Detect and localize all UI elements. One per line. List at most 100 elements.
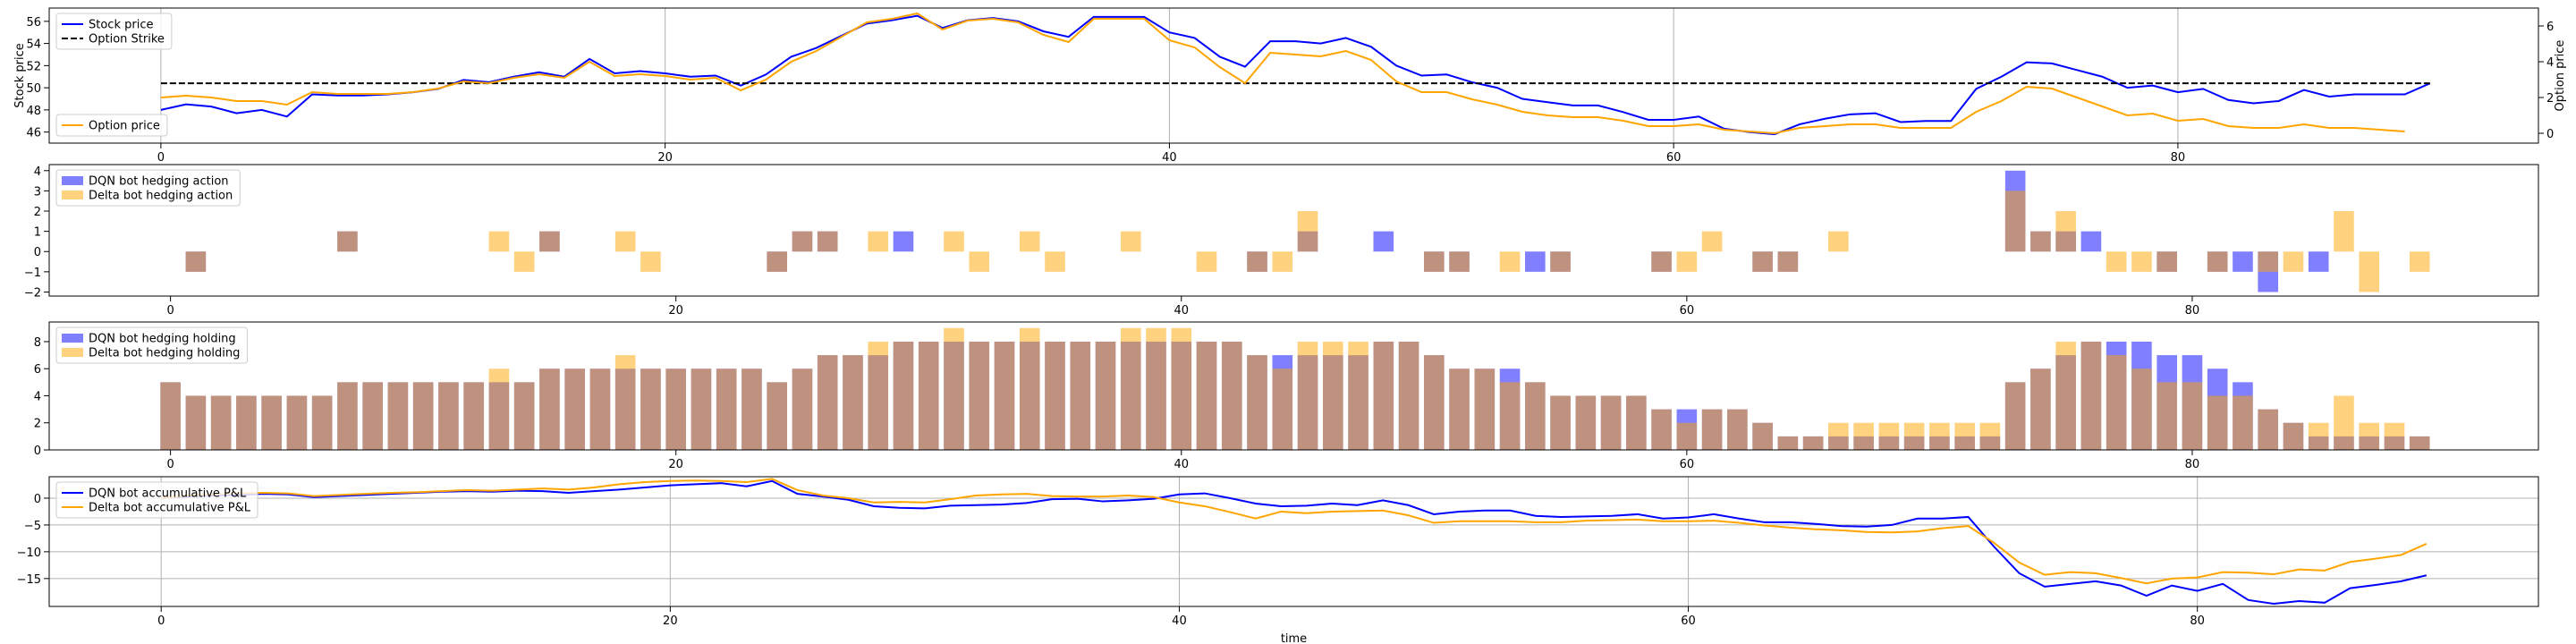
bar <box>387 382 409 450</box>
x-tick-label: 20 <box>657 151 673 165</box>
bar <box>1297 211 1318 252</box>
bar <box>792 369 813 450</box>
bar <box>1550 251 1571 272</box>
bar <box>1322 341 1343 450</box>
bar <box>539 369 560 450</box>
axes-frame <box>48 7 2539 144</box>
y-tick-label: −2 <box>24 286 41 300</box>
y-tick-label: 0 <box>34 246 41 259</box>
bar <box>1701 231 1723 252</box>
bar <box>944 231 964 252</box>
legend-label: Option price <box>89 120 160 133</box>
bar <box>1424 355 1445 450</box>
x-tick-label: 60 <box>1666 151 1682 165</box>
y-tick-label: 4 <box>34 390 41 403</box>
bar <box>2233 251 2253 272</box>
bar <box>1297 341 1318 450</box>
bar <box>210 395 232 450</box>
y-tick-label: 6 <box>34 363 41 377</box>
bar <box>1626 395 1647 450</box>
bar <box>1120 231 1141 252</box>
x-tick-label: 20 <box>668 304 683 318</box>
bar <box>539 231 560 252</box>
bar <box>1424 251 1445 272</box>
legend-box <box>55 169 241 207</box>
bar <box>2409 251 2430 272</box>
bar <box>1853 422 1874 450</box>
y-tick-label: 2 <box>34 418 41 431</box>
bar <box>488 231 510 252</box>
bar <box>1777 436 1799 450</box>
bar <box>1575 395 1597 450</box>
x-tick-label: 80 <box>2190 614 2205 628</box>
bar <box>2384 422 2405 450</box>
bar <box>1146 327 1166 450</box>
bar <box>1272 251 1293 272</box>
bar <box>2308 422 2329 450</box>
x-tick-label: 0 <box>166 304 174 318</box>
bar <box>2157 251 2177 272</box>
bar <box>160 382 181 450</box>
bar <box>1954 422 1975 450</box>
bar <box>767 251 788 272</box>
bar <box>2182 382 2203 450</box>
legend-swatch <box>62 176 83 185</box>
bar <box>362 382 383 450</box>
bar <box>185 395 207 450</box>
x-tick-label: 20 <box>663 614 678 628</box>
bar <box>311 395 333 450</box>
bar <box>286 395 308 450</box>
bar <box>2334 395 2354 450</box>
bar <box>2157 382 2177 450</box>
bar <box>1550 395 1571 450</box>
bar <box>2004 191 2026 252</box>
bar <box>2080 231 2102 252</box>
x-tick-label: 0 <box>157 151 165 165</box>
legend-label: Delta bot hedging holding <box>89 347 240 360</box>
bar <box>1019 231 1040 252</box>
axes-frame <box>48 164 2539 297</box>
bar <box>691 369 712 450</box>
x-tick-label: 40 <box>1174 304 1189 318</box>
legend-label: DQN bot hedging action <box>89 175 229 189</box>
line <box>160 12 2405 135</box>
x-tick-label: 80 <box>2185 458 2200 471</box>
bar <box>1979 422 2001 450</box>
legend-label: DQN bot accumulative P&L <box>89 487 247 501</box>
bar <box>2359 251 2380 292</box>
bar <box>1499 382 1521 450</box>
legend-swatch <box>62 191 83 199</box>
bar <box>969 341 990 450</box>
y-axis-label: Stock price <box>13 43 27 107</box>
bar <box>185 251 207 272</box>
bar <box>1777 251 1799 272</box>
y-tick-label: 8 <box>34 336 41 350</box>
x-axis-label: time <box>1281 632 1307 644</box>
bar <box>412 382 434 450</box>
bar <box>463 382 484 450</box>
y-tick-label: 46 <box>26 127 41 140</box>
bar <box>944 327 964 450</box>
legend-box <box>55 481 258 519</box>
bar <box>1070 341 1091 450</box>
panel: 0 20 40 60 80 0 2 4 6 8 DQN bot hedging holdingDel… <box>34 321 2539 471</box>
bar <box>513 382 535 450</box>
legend-swatch <box>62 348 83 357</box>
legend: Option price <box>55 114 168 137</box>
bar <box>1247 355 1267 450</box>
y2-axis-label: Option price <box>2554 40 2567 112</box>
y-tick-label: −10 <box>17 547 41 560</box>
bar <box>2207 251 2228 272</box>
x-tick-label: 40 <box>1172 614 1187 628</box>
bar <box>893 231 914 252</box>
bar <box>1247 251 1267 272</box>
bar <box>716 369 737 450</box>
y-tick-label: 4 <box>34 165 41 179</box>
bar <box>2359 422 2380 450</box>
bar <box>893 341 914 450</box>
legend-box <box>55 326 248 364</box>
y-tick-label: 54 <box>26 38 41 52</box>
